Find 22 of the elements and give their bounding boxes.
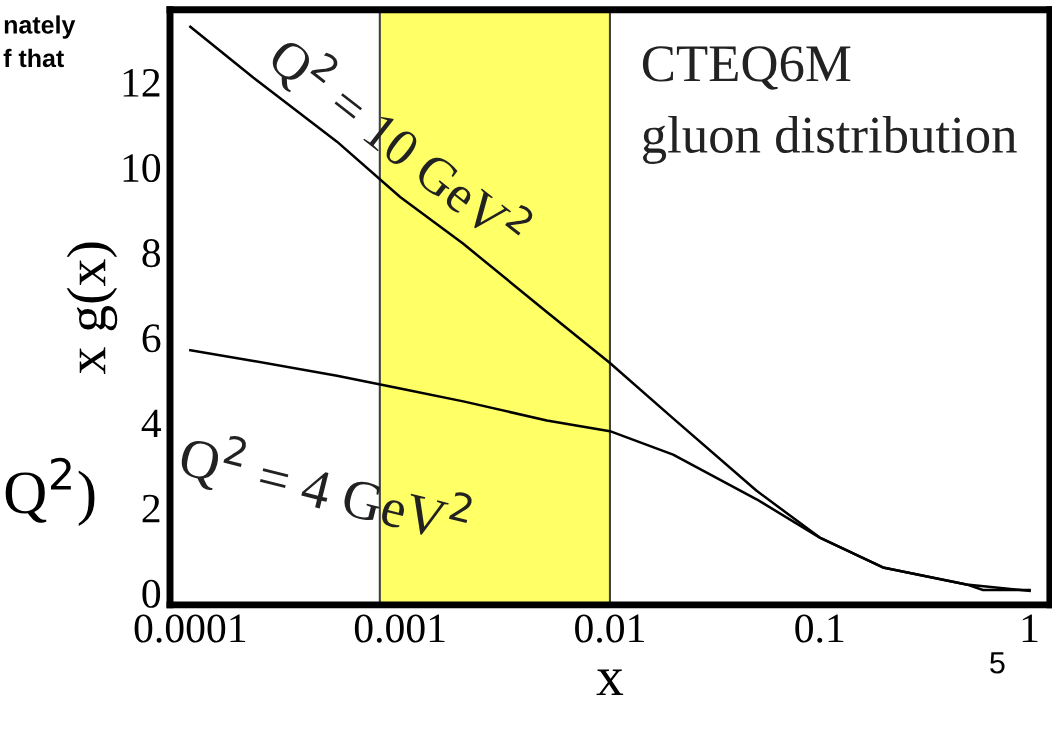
x-axis-title: x [596, 669, 624, 696]
y-axis-title: x g(x) [66, 242, 118, 374]
y-tick-label: 12 [123, 68, 160, 97]
text: nately [4, 15, 76, 39]
annotation: gluon distribution [643, 115, 1017, 164]
y-tick-label: 6 [142, 324, 161, 353]
x-tick-label: 0.001 [354, 614, 445, 643]
x-tick-label: 1 [1022, 614, 1038, 643]
text: 5 [990, 652, 1005, 674]
y-tick-label: 0 [142, 579, 161, 608]
y-tick-label: 8 [142, 239, 161, 268]
y-tick-label: 10 [123, 153, 161, 183]
y-tick-label: 2 [142, 494, 160, 523]
x-tick-label: 0.1 [795, 614, 844, 643]
annotation: Q$^{2}$ = 10 GeV$^{2}$ [261, 27, 536, 259]
y-tick-label: 4 [141, 409, 162, 438]
text: f that [3, 48, 64, 68]
annotation: CTEQ6M [642, 46, 851, 90]
x-tick-label: 0.0001 [134, 614, 246, 643]
annotation: Q$^{2}$ = 4 GeV$^{2}$ [176, 424, 474, 553]
text: Q$^{2}$) [5, 457, 95, 526]
x-tick-label: 0.01 [575, 614, 644, 643]
